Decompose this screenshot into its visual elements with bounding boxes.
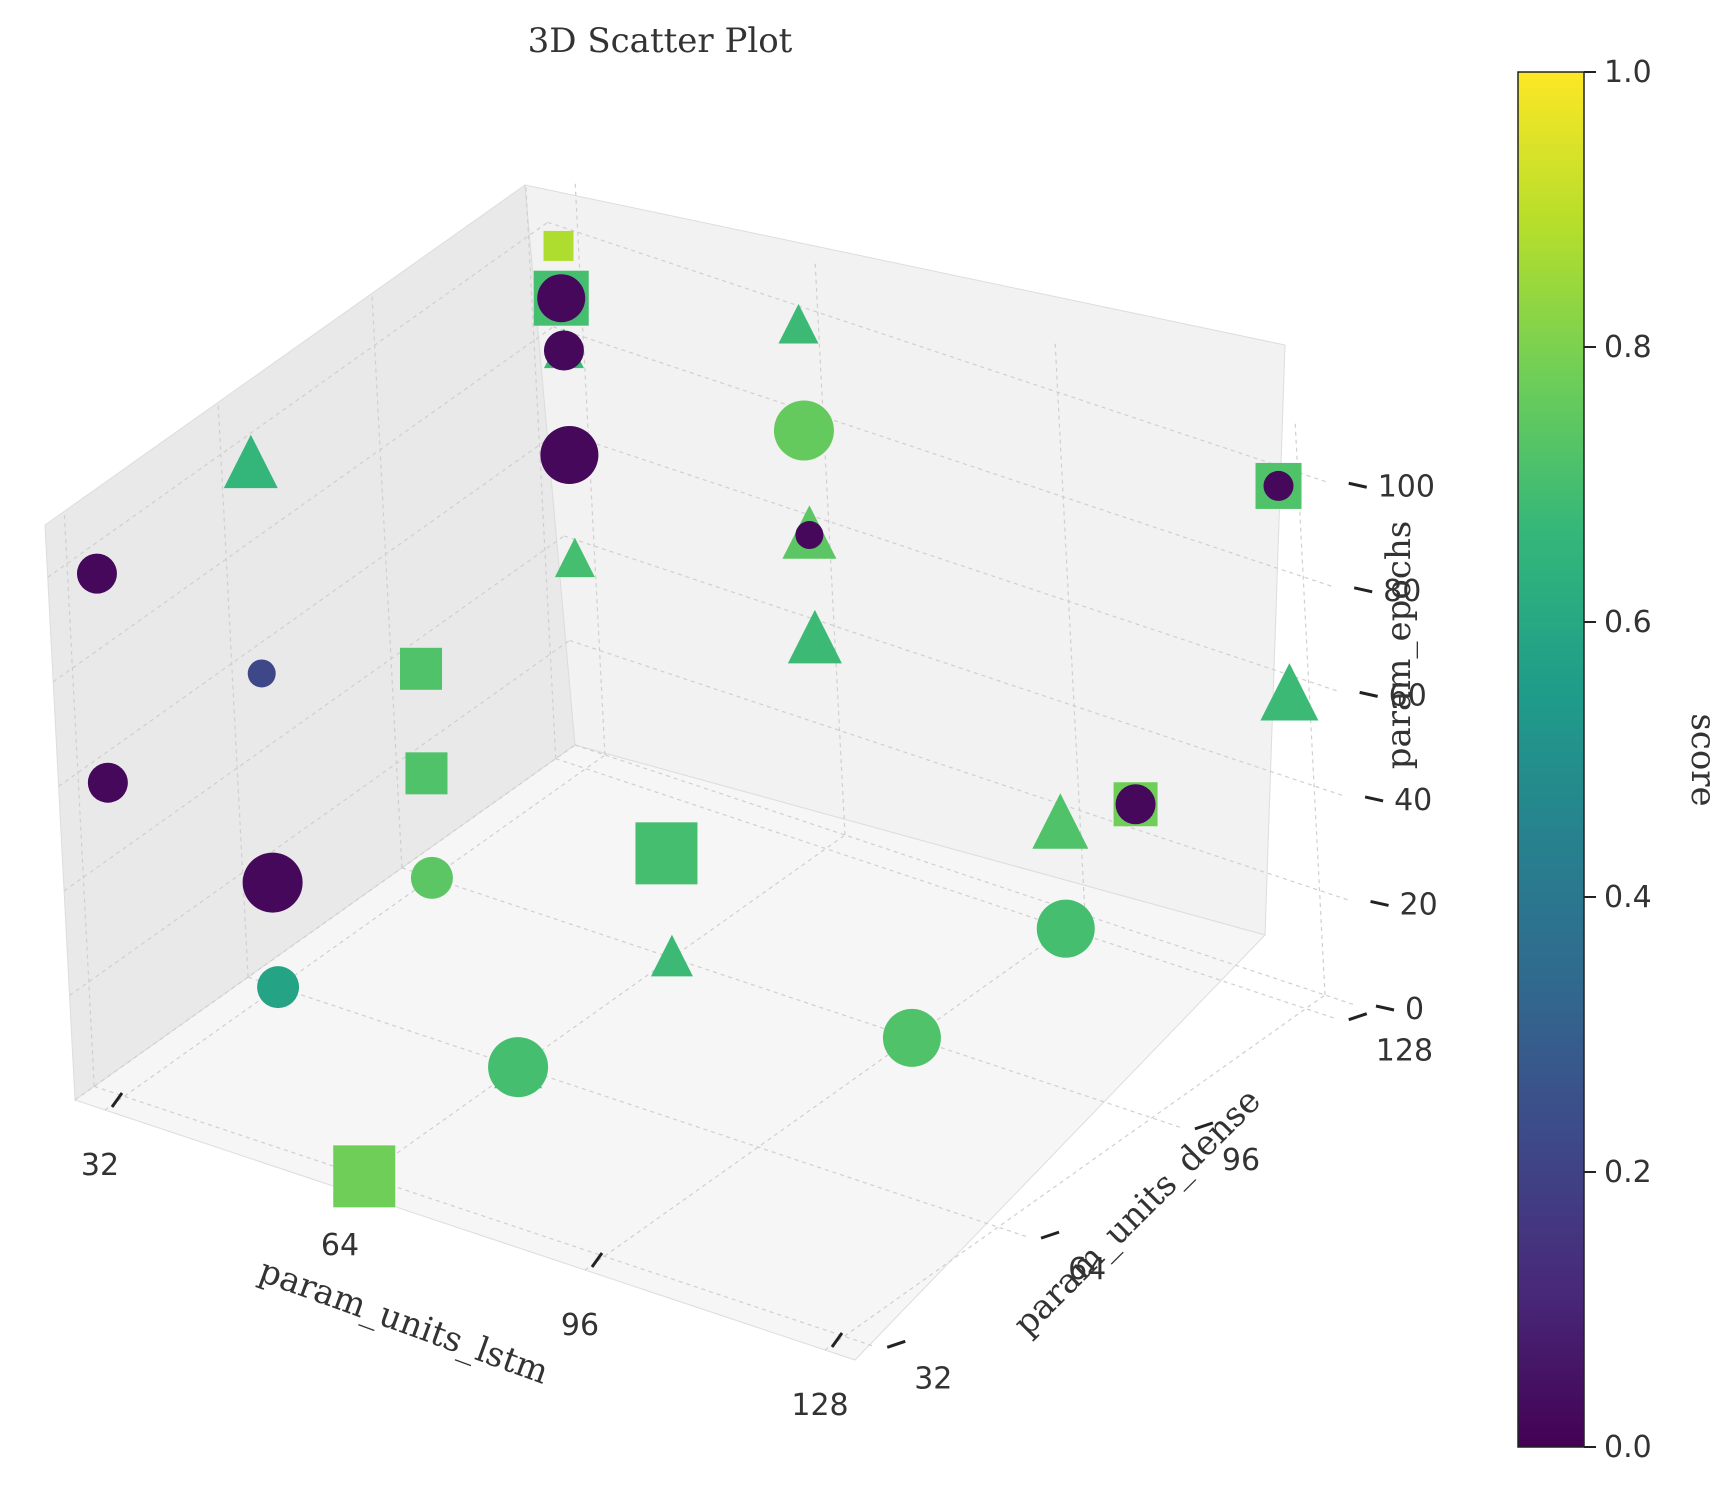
z-tick xyxy=(1353,586,1373,594)
data-points xyxy=(76,230,1319,1208)
grid-line-y-floor xyxy=(401,867,1183,1129)
grid-line-z-left xyxy=(58,430,559,787)
grid-line-z-back xyxy=(552,326,1334,588)
z-tick xyxy=(1364,795,1384,803)
scatter-point-circle xyxy=(1263,470,1294,501)
grid-line-z-back xyxy=(574,744,1356,1006)
scatter-point-triangle xyxy=(1260,663,1319,721)
x-tick-label: 64 xyxy=(321,1228,359,1263)
x-tick xyxy=(590,1252,604,1268)
scatter-point-triangle xyxy=(223,434,278,489)
z-tick xyxy=(1348,481,1368,489)
grid-line-z-back xyxy=(569,639,1350,902)
grid-line-z-back xyxy=(563,535,1345,797)
scatter-point-triangle xyxy=(650,934,693,977)
scatter-point-circle xyxy=(242,852,303,913)
grid-line-y-floor xyxy=(94,1085,875,1347)
grid-line-z-back xyxy=(558,430,1339,692)
grid-line-z-left xyxy=(52,326,554,683)
y-tick-label: 96 xyxy=(1222,1143,1260,1178)
scatter-point-triangle xyxy=(554,537,595,578)
scatter-point-circle xyxy=(795,521,824,550)
grid-line-x-floor xyxy=(824,994,1326,1351)
chart-title: 3D Scatter Plot xyxy=(528,21,793,61)
scatter-point-circle xyxy=(257,966,300,1009)
z-tick-label: 60 xyxy=(1389,678,1427,713)
z-tick-label: 20 xyxy=(1400,887,1438,922)
scatter-point-square xyxy=(635,822,698,885)
x-tick xyxy=(110,1092,124,1108)
scatter-point-circle xyxy=(76,553,117,594)
grid-line-z-back xyxy=(547,221,1328,483)
grid-line-z-left xyxy=(47,221,549,578)
colorbar-tick-label: 0.4 xyxy=(1604,880,1652,915)
scatter-point-circle xyxy=(1036,899,1095,958)
z-tick-label: 80 xyxy=(1383,574,1421,609)
scatter-point-circle xyxy=(87,762,128,803)
grid-lines xyxy=(47,179,1356,1351)
y-tick-label: 128 xyxy=(1376,1034,1433,1069)
z-tick-label: 40 xyxy=(1394,783,1432,818)
grid-line-x-floor xyxy=(584,914,1086,1271)
scatter-point-triangle xyxy=(787,609,842,664)
y-tick-label: 64 xyxy=(1068,1252,1106,1287)
grid-line-x-floor xyxy=(104,754,606,1111)
x-tick-label: 32 xyxy=(81,1148,119,1183)
y-tick-label: 32 xyxy=(914,1361,952,1396)
scatter-point-triangle xyxy=(1032,793,1089,849)
colorbar xyxy=(1517,71,1585,1448)
y-tick xyxy=(1040,1230,1060,1240)
axes: 32 64 96 128 32 64 96 128 0 20 40 60 80 100 xyxy=(81,469,1438,1423)
scatter-point-square xyxy=(543,230,574,261)
x-axis-label: param_units_lstm xyxy=(254,1251,554,1393)
x-tick xyxy=(830,1332,844,1348)
y-tick xyxy=(886,1339,906,1349)
scatter-point-square xyxy=(400,647,443,690)
colorbar-tick-label: 0.2 xyxy=(1604,1155,1652,1190)
scatter-point-circle xyxy=(410,856,453,899)
x-tick-label: 96 xyxy=(561,1308,599,1343)
scatter-point-circle xyxy=(247,659,276,688)
scatter-point-square xyxy=(333,1145,396,1208)
grid-line-x-floor xyxy=(344,834,846,1191)
scatter-point-circle xyxy=(543,330,584,371)
y-tick xyxy=(1194,1121,1214,1131)
scatter-point-square xyxy=(405,752,448,795)
grid-line-y-floor xyxy=(247,976,1029,1238)
colorbar-tick-label: 1.0 xyxy=(1604,55,1652,90)
z-tick xyxy=(1375,1004,1395,1012)
scatter-point-circle xyxy=(1115,784,1156,825)
y-tick xyxy=(1348,1012,1368,1022)
colorbar-label: score xyxy=(1683,713,1722,806)
grid-line-z-left xyxy=(69,639,570,996)
x-tick-label: 128 xyxy=(791,1388,848,1423)
scatter-point-circle xyxy=(540,426,599,485)
colorbar-tick-label: 0.8 xyxy=(1604,330,1652,365)
scatter-point-circle xyxy=(773,400,834,461)
colorbar-tick-label: 0.0 xyxy=(1604,1430,1652,1465)
z-tick xyxy=(1370,899,1389,907)
scatter-point-triangle xyxy=(778,303,819,344)
z-tick xyxy=(1359,690,1378,698)
colorbar-ticks: 0.0 0.2 0.4 0.6 0.8 1.0 xyxy=(1584,55,1652,1465)
scatter-point-circle xyxy=(882,1008,941,1067)
z-tick-label: 100 xyxy=(1378,469,1435,504)
colorbar-tick-label: 0.6 xyxy=(1604,605,1652,640)
z-tick-label: 0 xyxy=(1405,992,1424,1027)
grid-line-y-floor xyxy=(555,758,1336,1020)
z-axis-label: param_epochs xyxy=(1379,521,1419,770)
grid-line-z-left xyxy=(74,744,576,1101)
scatter-point-circle xyxy=(488,1037,549,1098)
grid-line-z-left xyxy=(63,535,565,892)
scatter-point-circle xyxy=(537,274,586,323)
